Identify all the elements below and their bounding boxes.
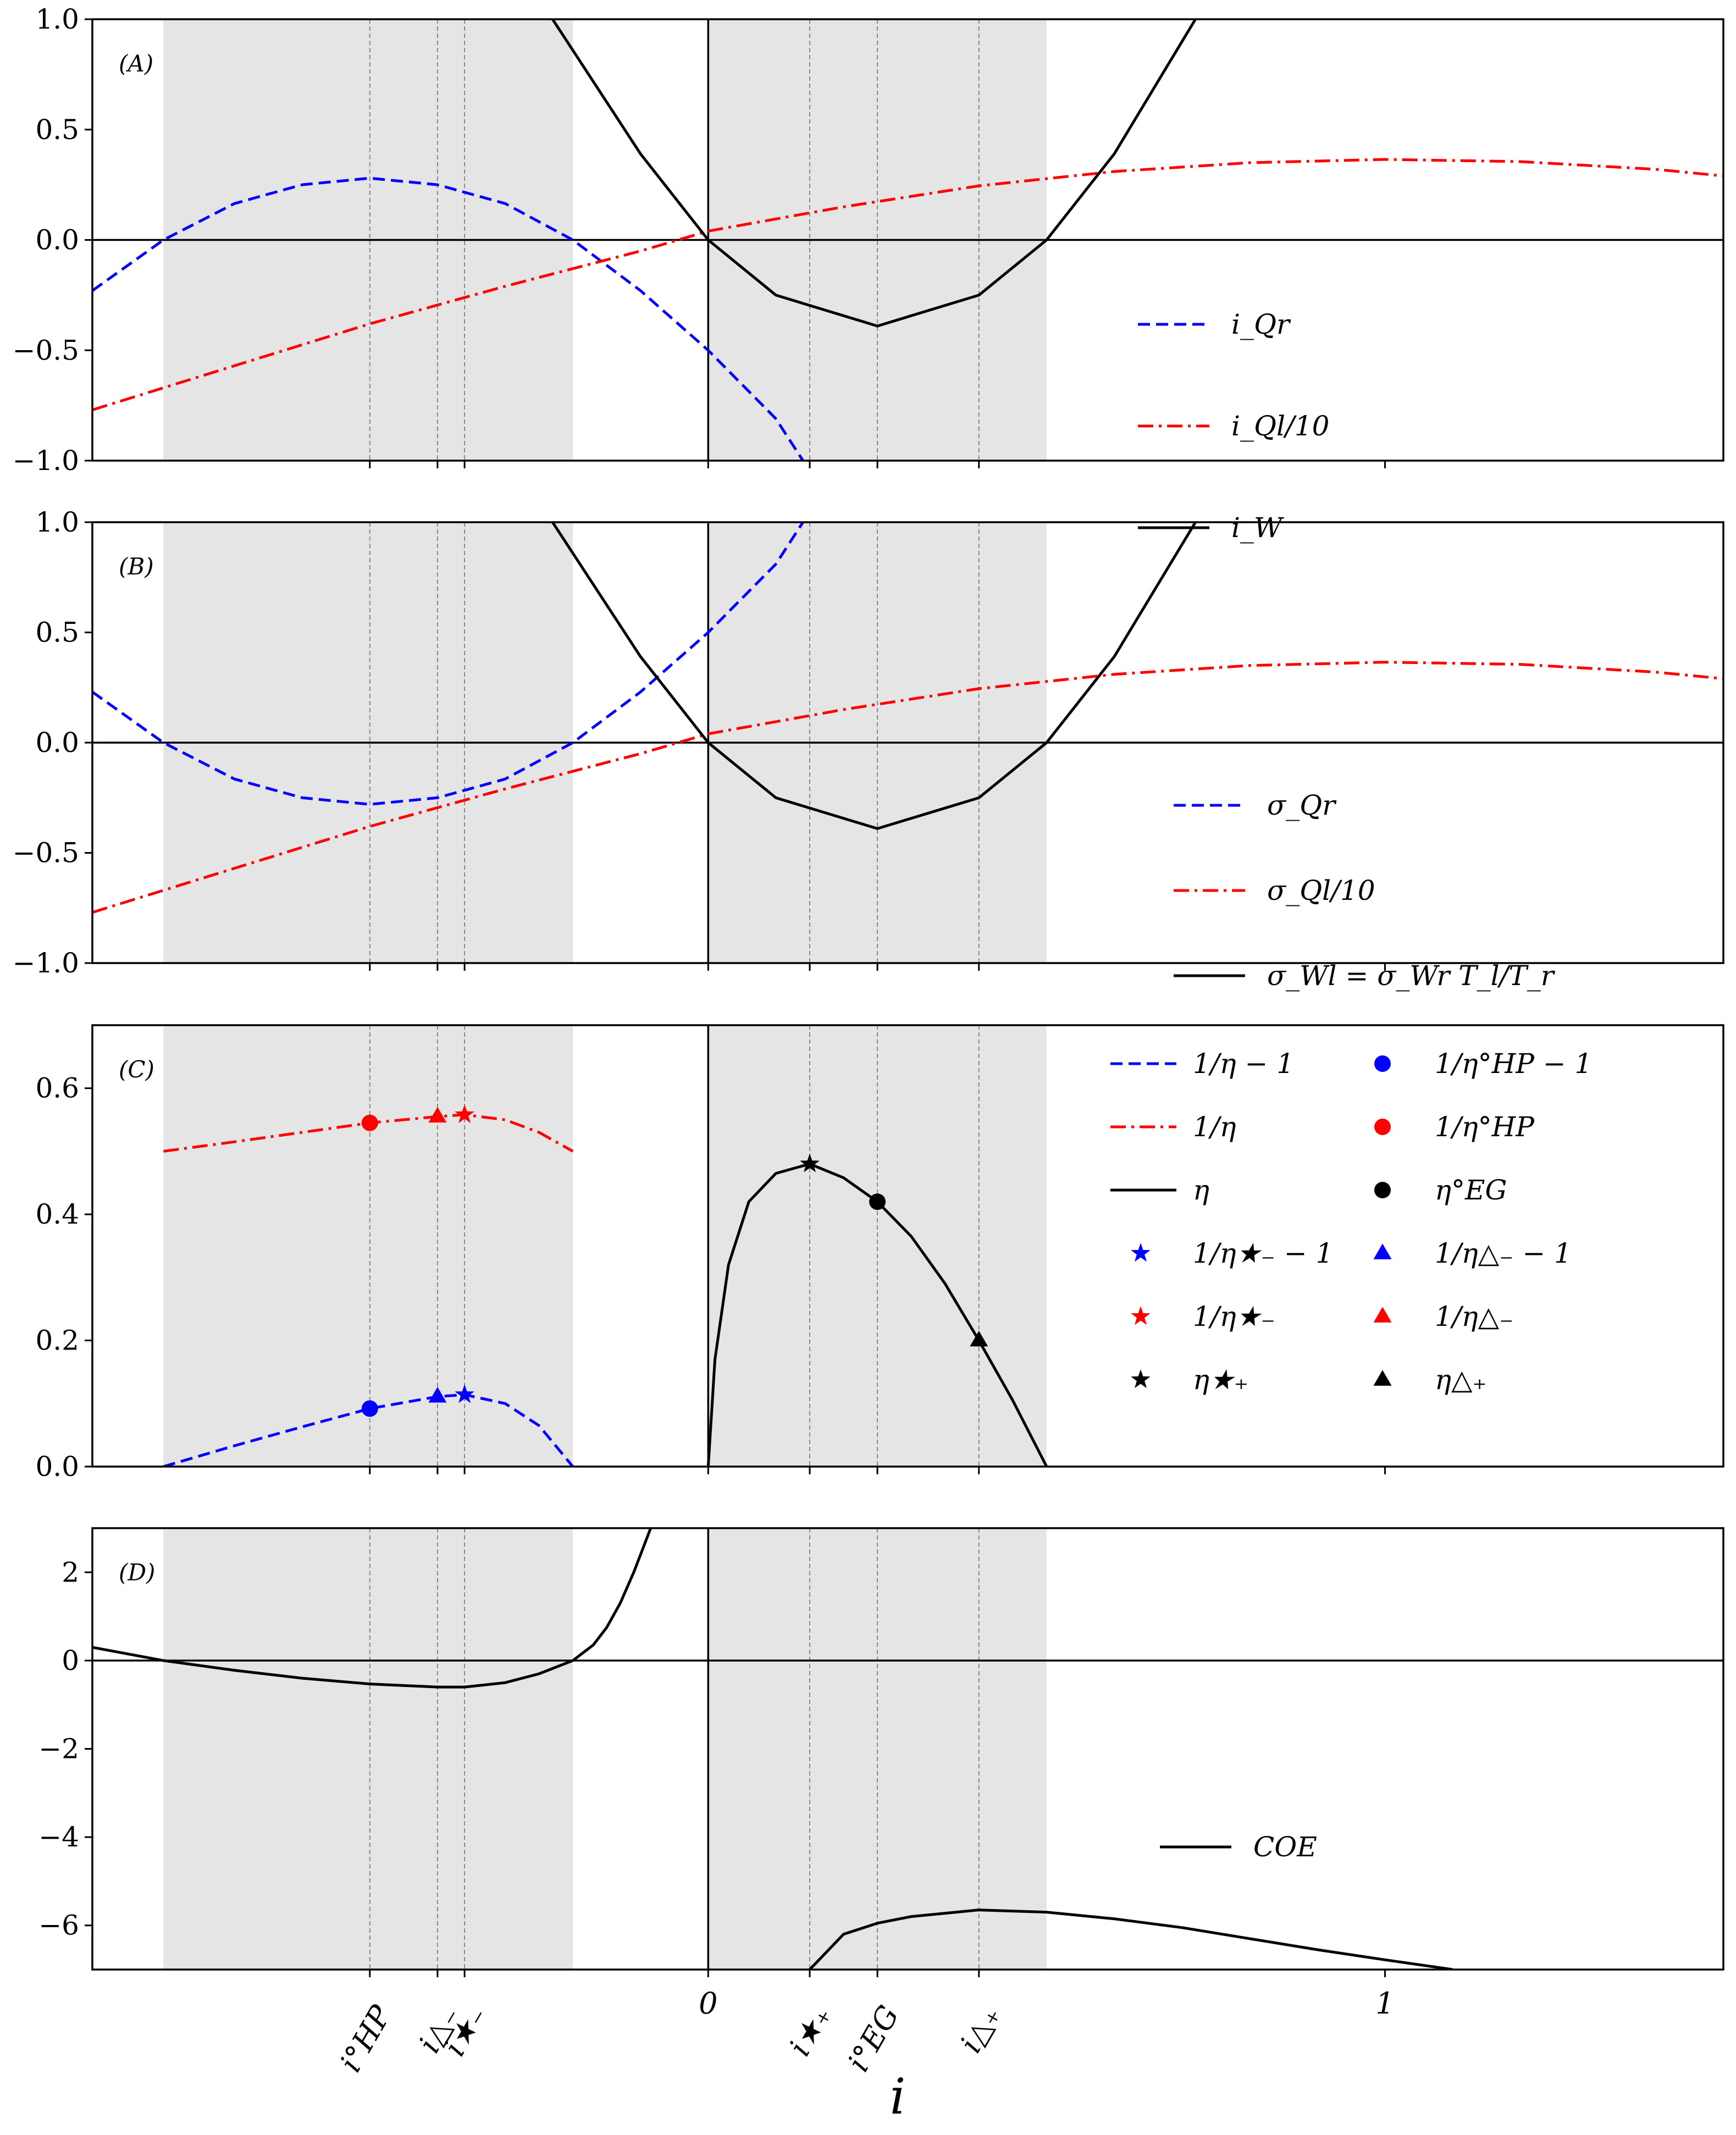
x-tick-label: 0 [699, 1986, 717, 2021]
data-marker-circle [361, 1114, 378, 1131]
y-tick-label: 0 [62, 1645, 79, 1677]
y-tick-label: 2 [62, 1556, 79, 1588]
legend-marker-triangle [1373, 1307, 1392, 1323]
legend-entry-label: η★₊ [1193, 1364, 1248, 1396]
legend-marker-triangle [1373, 1243, 1392, 1259]
series-line-sigma-ql-10 [92, 661, 1723, 914]
y-tick-label: −0.5 [13, 334, 79, 366]
series-line-coe [809, 1909, 1453, 1970]
y-tick-label: −1.0 [13, 445, 79, 477]
legend-marker-circle [1374, 1182, 1391, 1198]
x-tick-label: i△₊ [953, 2000, 1007, 2059]
data-marker-triangle [428, 1107, 447, 1123]
legend-entry-label: σ_Ql/10 [1267, 875, 1375, 906]
y-tick-label: 0.0 [35, 727, 79, 759]
y-tick-label: 0.5 [35, 114, 79, 146]
legend-entry-label: 1/η★₋ − 1 [1193, 1237, 1333, 1269]
legend: COE [1160, 1831, 1317, 1863]
y-tick-label: 0.2 [35, 1325, 79, 1357]
legend-entry-label: 1/η△₋ [1435, 1301, 1513, 1332]
legend-marker-circle [1374, 1119, 1391, 1135]
legend-entry-label: η△₊ [1435, 1364, 1487, 1396]
legend-entry-label: i_Ql/10 [1231, 410, 1329, 442]
y-tick-label: 0.6 [35, 1072, 79, 1104]
legend-entry-label: 1/η − 1 [1193, 1048, 1294, 1080]
y-tick-label: −4 [38, 1821, 79, 1853]
plot-area [92, 522, 1723, 914]
panel-label: (D) [119, 1559, 155, 1586]
panel-2: 1.0 0.5 0.0 −0.5 −1.0 (B) σ_Qr σ_Ql/10 σ_Wl = σ_… [13, 506, 1724, 992]
legend-marker-star [1131, 1369, 1151, 1389]
plot-area [163, 1104, 1048, 1467]
legend: 1/η − 1 1/η η 1/η★₋ − 1 1/η★₋ η★₊ 1/η°HP − 1 1/… [1110, 1048, 1592, 1396]
shaded-region [163, 1528, 573, 1970]
legend-entry-label: COE [1253, 1831, 1317, 1863]
x-tick-label: 1 [1375, 1986, 1394, 2021]
panels-container: 1.0 0.5 0.0 −0.5 −1.0 (A) i_Qr i_Ql/10 i_W 1.0 0.5… [13, 3, 1724, 2078]
data-marker-star [455, 1384, 474, 1403]
legend-entry-label: 1/η★₋ [1193, 1301, 1275, 1332]
panel-label: (B) [119, 553, 154, 580]
series-line-sigma-wl [551, 522, 1197, 830]
panel-label: (C) [119, 1056, 154, 1083]
series-line-sigma-qr [92, 522, 804, 806]
legend-entry-label: σ_Wl = σ_Wr T_l/T_r [1267, 960, 1556, 992]
plot-area [92, 1528, 1453, 1970]
x-tick-label: i★₊ [782, 2000, 838, 2062]
legend-marker-star [1131, 1306, 1151, 1325]
y-tick-label: −6 [38, 1910, 79, 1942]
panel-4: 2 0 −2 −4 −6 (D) COE [38, 1527, 1724, 1977]
panel-label: (A) [119, 50, 153, 77]
data-marker-triangle [428, 1386, 447, 1403]
panel-3: 0.6 0.4 0.2 0.0 (C) 1/η − 1 1/η η 1/η★₋ − 1 1/η★₋… [35, 1024, 1724, 1483]
y-tick-label: −1.0 [13, 947, 79, 979]
legend-entry-label: η [1193, 1174, 1209, 1206]
plot-area [92, 19, 1723, 461]
data-marker-circle [361, 1400, 378, 1417]
x-tick-label: i°HP [333, 1999, 399, 2078]
legend-entry-label: 1/η°HP − 1 [1435, 1048, 1592, 1080]
legend-entry-label: i_Qr [1231, 308, 1291, 340]
y-tick-label: 0.0 [35, 224, 79, 256]
legend-entry-label: σ_Qr [1267, 789, 1337, 821]
data-marker-star [800, 1153, 820, 1172]
legend-marker-circle [1374, 1055, 1391, 1072]
legend-entry-label: 1/η [1193, 1111, 1236, 1143]
y-tick-label: 1.0 [35, 3, 79, 35]
series-line-i-ql-10 [92, 158, 1723, 412]
legend: i_Qr i_Ql/10 i_W [1138, 308, 1329, 544]
y-tick-label: −0.5 [13, 837, 79, 869]
panel-1: 1.0 0.5 0.0 −0.5 −1.0 (A) i_Qr i_Ql/10 i_W [13, 3, 1724, 544]
panel-frame [91, 1024, 1724, 1468]
shaded-region [163, 1025, 573, 1467]
data-marker-circle [869, 1193, 886, 1210]
legend-entry-label: 1/η°HP [1435, 1111, 1535, 1143]
legend-marker-star [1131, 1243, 1151, 1262]
legend: σ_Qr σ_Ql/10 σ_Wl = σ_Wr T_l/T_r [1174, 789, 1556, 992]
legend-entry-label: 1/η△₋ − 1 [1435, 1237, 1572, 1269]
y-tick-label: 0.5 [35, 617, 79, 649]
series-line-coe [92, 1528, 653, 1689]
y-tick-label: 1.0 [35, 506, 79, 538]
legend-entry-label: i_W [1231, 512, 1284, 544]
y-tick-label: −2 [38, 1733, 79, 1765]
legend-entry-label: η°EG [1435, 1174, 1507, 1206]
x-axis-label: i [890, 2068, 906, 2126]
y-tick-label: 0.4 [35, 1198, 79, 1230]
x-tick-label: i°EG [841, 2000, 906, 2077]
data-marker-triangle [970, 1330, 988, 1347]
legend-marker-triangle [1373, 1370, 1392, 1386]
data-marker-star [455, 1104, 474, 1124]
series-line-i-qr [92, 176, 804, 461]
series-line-i-w [551, 19, 1197, 328]
y-tick-label: 0.0 [35, 1451, 79, 1483]
